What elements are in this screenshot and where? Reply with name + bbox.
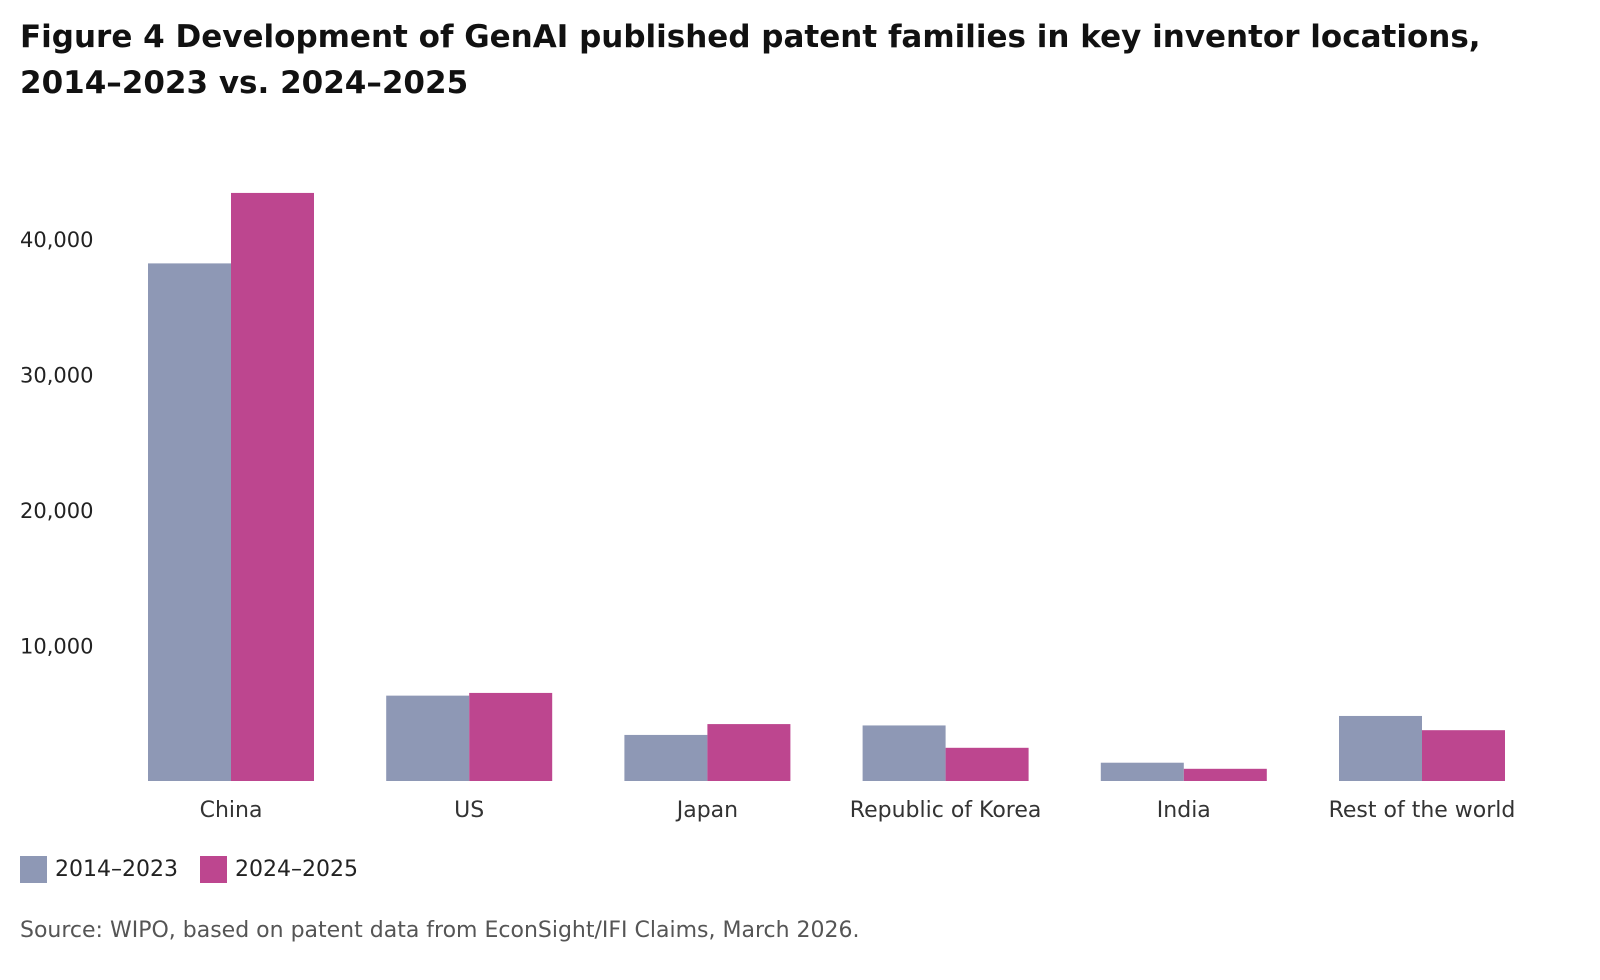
x-category-label: India — [1157, 798, 1211, 823]
bar-republic-of-korea-series-2 — [945, 747, 1029, 781]
chart-title-line-2: 2014–2023 vs. 2024–2025 — [20, 65, 469, 101]
bar-china-series-2 — [231, 192, 314, 781]
x-category-label: US — [454, 798, 484, 823]
bar-rest-of-the-world-series-2 — [1422, 730, 1505, 781]
y-tick-label: 20,000 — [20, 499, 93, 523]
source-note: Source: WIPO, based on patent data from … — [20, 918, 860, 943]
y-tick-label: 10,000 — [20, 635, 93, 659]
bar-us-series-1 — [386, 695, 470, 781]
chart-title: Figure 4 Development of GenAI published … — [20, 14, 1540, 106]
legend: 2014–2023 2024–2025 — [20, 856, 380, 883]
bar-chart: 10,000 20,000 30,000 40,000 China US Japan Rep… — [20, 192, 1516, 823]
legend-item-series-1: 2014–2023 — [20, 856, 178, 883]
x-category-label: Rest of the world — [1329, 798, 1516, 823]
bar-india-series-1 — [1100, 762, 1184, 781]
bar-india-series-2 — [1183, 768, 1267, 781]
bar-japan-series-1 — [624, 734, 708, 781]
y-tick-label: 40,000 — [20, 228, 93, 252]
y-axis: 10,000 20,000 30,000 40,000 — [20, 228, 93, 659]
bar-china-series-1 — [148, 263, 231, 781]
legend-label-series-2: 2024–2025 — [234, 857, 358, 882]
legend-swatch-series-1 — [20, 856, 47, 883]
x-category-label: Japan — [675, 798, 738, 823]
x-category-label: Republic of Korea — [850, 798, 1042, 823]
chart-title-line-1: Figure 4 Development of GenAI published … — [20, 19, 1481, 55]
bars — [148, 192, 1505, 781]
legend-item-series-2: 2024–2025 — [199, 856, 358, 883]
bar-japan-series-2 — [707, 724, 791, 781]
legend-label-series-1: 2014–2023 — [55, 857, 178, 882]
x-category-label: China — [200, 798, 263, 823]
bar-republic-of-korea-series-1 — [862, 725, 946, 781]
bar-rest-of-the-world-series-1 — [1339, 715, 1422, 781]
x-axis: China US Japan Republic of Korea India Rest o… — [200, 798, 1516, 823]
legend-swatch-series-2 — [199, 856, 227, 883]
y-tick-label: 30,000 — [20, 364, 93, 388]
bar-us-series-2 — [469, 692, 553, 781]
